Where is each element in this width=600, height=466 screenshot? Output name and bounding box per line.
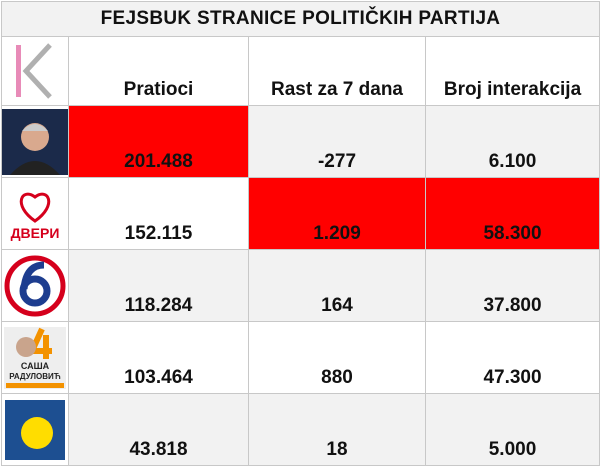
cell: 37.800: [425, 249, 600, 322]
sasa-last: РАДУЛОВИЋ: [9, 372, 61, 381]
logo-k: [1, 36, 69, 106]
cell: 164: [248, 249, 426, 322]
title: FEJSBUK STRANICE POLITIČKIH PARTIJA: [1, 1, 600, 37]
party-logo: [1, 105, 69, 178]
heart: [19, 192, 51, 223]
cell: 118.284: [68, 249, 249, 322]
cell: 5.000: [425, 393, 600, 466]
party-logo: [1, 393, 69, 466]
cell: 58.300: [425, 177, 600, 250]
dveri-text: ДВЕРИ: [11, 225, 60, 241]
cell: 201.488: [68, 105, 249, 178]
column-header: Broj interakcija: [425, 36, 600, 106]
column-header: Pratioci: [68, 36, 249, 106]
band: [6, 382, 64, 388]
column-header: Rast za 7 dana: [248, 36, 426, 106]
cell: 103.464: [68, 321, 249, 394]
sasa-first: САША: [21, 361, 50, 371]
table-row: 118.284 164 37.800: [1, 249, 600, 322]
face: [16, 336, 36, 357]
party-logo: ДВЕРИ: [1, 177, 69, 250]
party-logo: САША РАДУЛОВИЋ: [1, 321, 69, 394]
table-row: 201.488 -277 6.100: [1, 105, 600, 178]
logo-icon: [5, 399, 65, 460]
table-row: 43.818 18 5.000: [1, 393, 600, 466]
ring: [4, 255, 66, 316]
table-row: САША РАДУЛОВИЋ 103.464 880 47.300: [1, 321, 600, 394]
logo-k-icon: [16, 43, 52, 99]
inner: [19, 275, 51, 306]
cell: 152.115: [68, 177, 249, 250]
logo-icon: [4, 255, 66, 316]
dot: [21, 416, 53, 449]
table-row: ДВЕРИ 152.115 1.209 58.300: [1, 177, 600, 250]
cell: 43.818: [68, 393, 249, 466]
hair: [22, 123, 48, 131]
cell: 6.100: [425, 105, 600, 178]
cell: 1.209: [248, 177, 426, 250]
stem: [20, 261, 45, 289]
suit: [10, 160, 60, 175]
cell: 18: [248, 393, 426, 466]
party-logo: [1, 249, 69, 322]
cell: -277: [248, 105, 426, 178]
logo-icon: [2, 108, 68, 175]
cell: 880: [248, 321, 426, 394]
logo-icon: ДВЕРИ: [11, 192, 60, 241]
cell: 47.300: [425, 321, 600, 394]
